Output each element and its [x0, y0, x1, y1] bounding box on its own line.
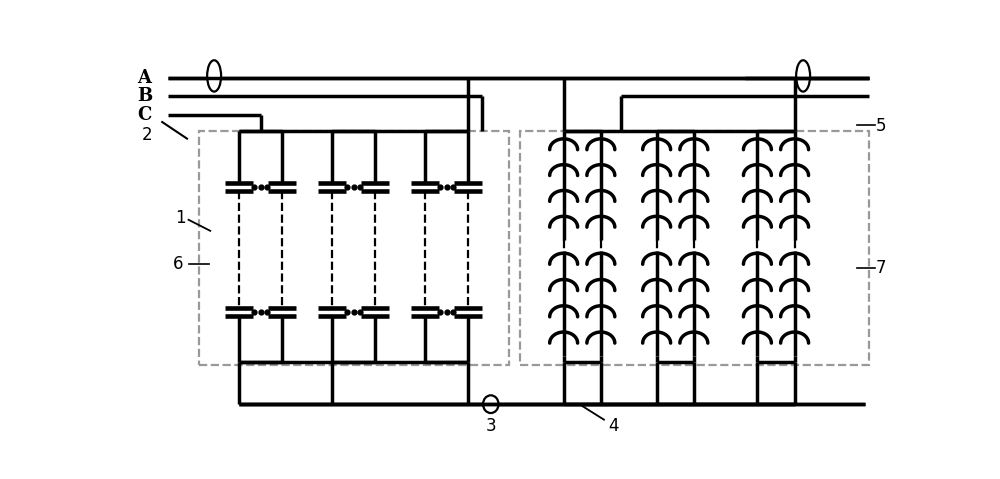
Text: 3: 3 [485, 417, 496, 435]
Text: 7: 7 [875, 259, 886, 277]
Text: 5: 5 [875, 117, 886, 135]
Bar [199, 131, 509, 365]
Text: 4: 4 [608, 417, 618, 435]
Bar [520, 131, 869, 365]
Text: C: C [137, 106, 152, 124]
Text: 2: 2 [141, 126, 152, 144]
Text: 6: 6 [172, 255, 183, 273]
Text: B: B [137, 87, 152, 105]
Text: A: A [137, 69, 151, 87]
Text: 1: 1 [175, 209, 186, 227]
